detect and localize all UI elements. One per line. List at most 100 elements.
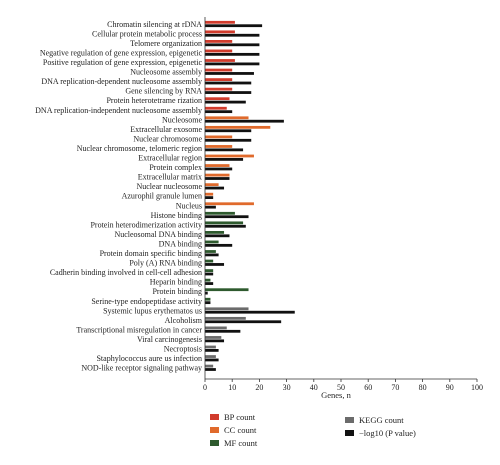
count-bar [205, 345, 216, 349]
pvalue-bar [205, 310, 295, 314]
pvalue-bar [205, 282, 214, 285]
category-label: Azurophil granule lumen [122, 192, 202, 201]
x-axis: 0 10 20 30 40 50 60 70 80 90 100 [203, 17, 483, 392]
category-label: Systemic lupus erythematos us [103, 306, 202, 315]
pvalue-bar [205, 224, 246, 228]
category-label: Extracellular exosome [130, 125, 202, 134]
legend: BP count CC count MF count KEGG count −log10… [210, 412, 416, 448]
category-label: DNA replication-dependent nucleosome ass… [41, 77, 202, 86]
legend-label-kegg: KEGG count [359, 415, 404, 425]
pvalue-bar [205, 215, 249, 219]
count-bar [205, 326, 227, 330]
count-bar [205, 30, 235, 34]
count-bar [205, 202, 254, 206]
pvalue-bar [205, 301, 211, 305]
legend-swatch-kegg [345, 417, 354, 423]
pvalue-bar [205, 339, 225, 343]
category-label: Viral carcinogenesis [137, 335, 202, 344]
category-label: Staphylococcus aure us infection [96, 354, 202, 363]
pvalue-bar [205, 253, 219, 257]
legend-label-bp: BP count [224, 412, 256, 422]
x-tick-label: 30 [283, 383, 291, 392]
count-bar [205, 231, 225, 234]
category-label: Cadherin binding involved in cell-cell a… [50, 268, 202, 277]
count-bar [205, 20, 235, 24]
pvalue-bar [205, 272, 214, 276]
pvalue-bar [205, 291, 208, 295]
pvalue-bar [205, 129, 252, 133]
count-bar [205, 211, 235, 215]
count-bar [205, 297, 211, 301]
count-bar [205, 307, 249, 311]
pvalue-bar [205, 72, 254, 75]
x-tick-label: 80 [419, 383, 427, 392]
pvalue-bar [205, 52, 260, 56]
pvalue-bar [205, 320, 282, 324]
count-bar [205, 87, 233, 91]
count-bar [205, 278, 211, 282]
legend-swatch-bp [210, 414, 219, 420]
count-bar [205, 49, 233, 53]
x-tick-label: 10 [228, 383, 236, 392]
pvalue-bar [205, 62, 260, 66]
x-tick-label: 90 [446, 383, 454, 392]
pvalue-bar [205, 24, 263, 28]
x-axis-title: Genes, n [321, 390, 351, 400]
category-label: Protein heterodimerization activity [90, 220, 202, 229]
category-label: Nuclear nucleosome [136, 182, 202, 191]
category-label: Necroptosis [164, 345, 202, 354]
count-bar [205, 97, 230, 101]
category-label: Protein binding [152, 287, 202, 296]
x-tick-label: 20 [255, 383, 263, 392]
category-label: Nuclear chromosome [133, 134, 202, 143]
x-tick-label: 40 [310, 383, 318, 392]
category-label: Poly (A) RNA binding [129, 259, 202, 268]
category-label: Nuclear chromosome, telomeric region [77, 144, 202, 153]
category-label: Serine-type endopeptidase activity [91, 297, 202, 306]
category-label: Chromatin silencing at rDNA [107, 20, 202, 29]
x-tick-label: 100 [471, 383, 483, 392]
pvalue-bar [205, 329, 241, 333]
category-label: Protein domain specific binding [100, 249, 202, 258]
pvalue-bar [205, 91, 252, 94]
count-bar [205, 78, 233, 81]
pvalue-bar [205, 196, 214, 199]
category-label: Gene silencing by RNA [125, 87, 202, 96]
pvalue-bar [205, 138, 252, 142]
category-label: DNA binding [159, 239, 202, 248]
pvalue-bar [205, 234, 230, 238]
pvalue-bar [205, 358, 219, 362]
count-bar [205, 40, 233, 43]
pvalue-bar [205, 43, 260, 47]
x-tick-label: 60 [364, 383, 372, 392]
category-label: Histone binding [151, 211, 202, 220]
category-label: Protein complex [149, 163, 202, 172]
x-tick-label: 70 [391, 383, 399, 392]
pvalue-bar [205, 349, 219, 352]
category-label: Nucleosomal DNA binding [114, 230, 202, 239]
legend-swatch-cc [210, 427, 219, 433]
count-bar [205, 116, 249, 120]
pvalue-bar [205, 158, 244, 161]
category-label: NOD-like receptor signaling pathway [81, 364, 202, 373]
category-label: Alcoholism [165, 316, 203, 325]
count-bar [205, 135, 233, 139]
category-label: Positive regulation of gene expression, … [43, 58, 203, 67]
count-bar [205, 221, 244, 225]
count-bar [205, 355, 216, 358]
count-bar [205, 269, 214, 272]
count-bar [205, 106, 227, 110]
count-bar [205, 192, 214, 196]
count-bar [205, 183, 219, 187]
count-bar [205, 259, 214, 263]
count-bar [205, 68, 233, 72]
pvalue-bar [205, 148, 244, 152]
bar-marks [205, 20, 295, 371]
pvalue-bar [205, 33, 260, 37]
category-label: DNA replication-independent nucleosome a… [35, 106, 202, 115]
pvalue-bar [205, 110, 233, 114]
count-bar [205, 288, 249, 292]
category-label: Protein heterotetrame rization [106, 96, 202, 105]
count-bar [205, 364, 214, 368]
